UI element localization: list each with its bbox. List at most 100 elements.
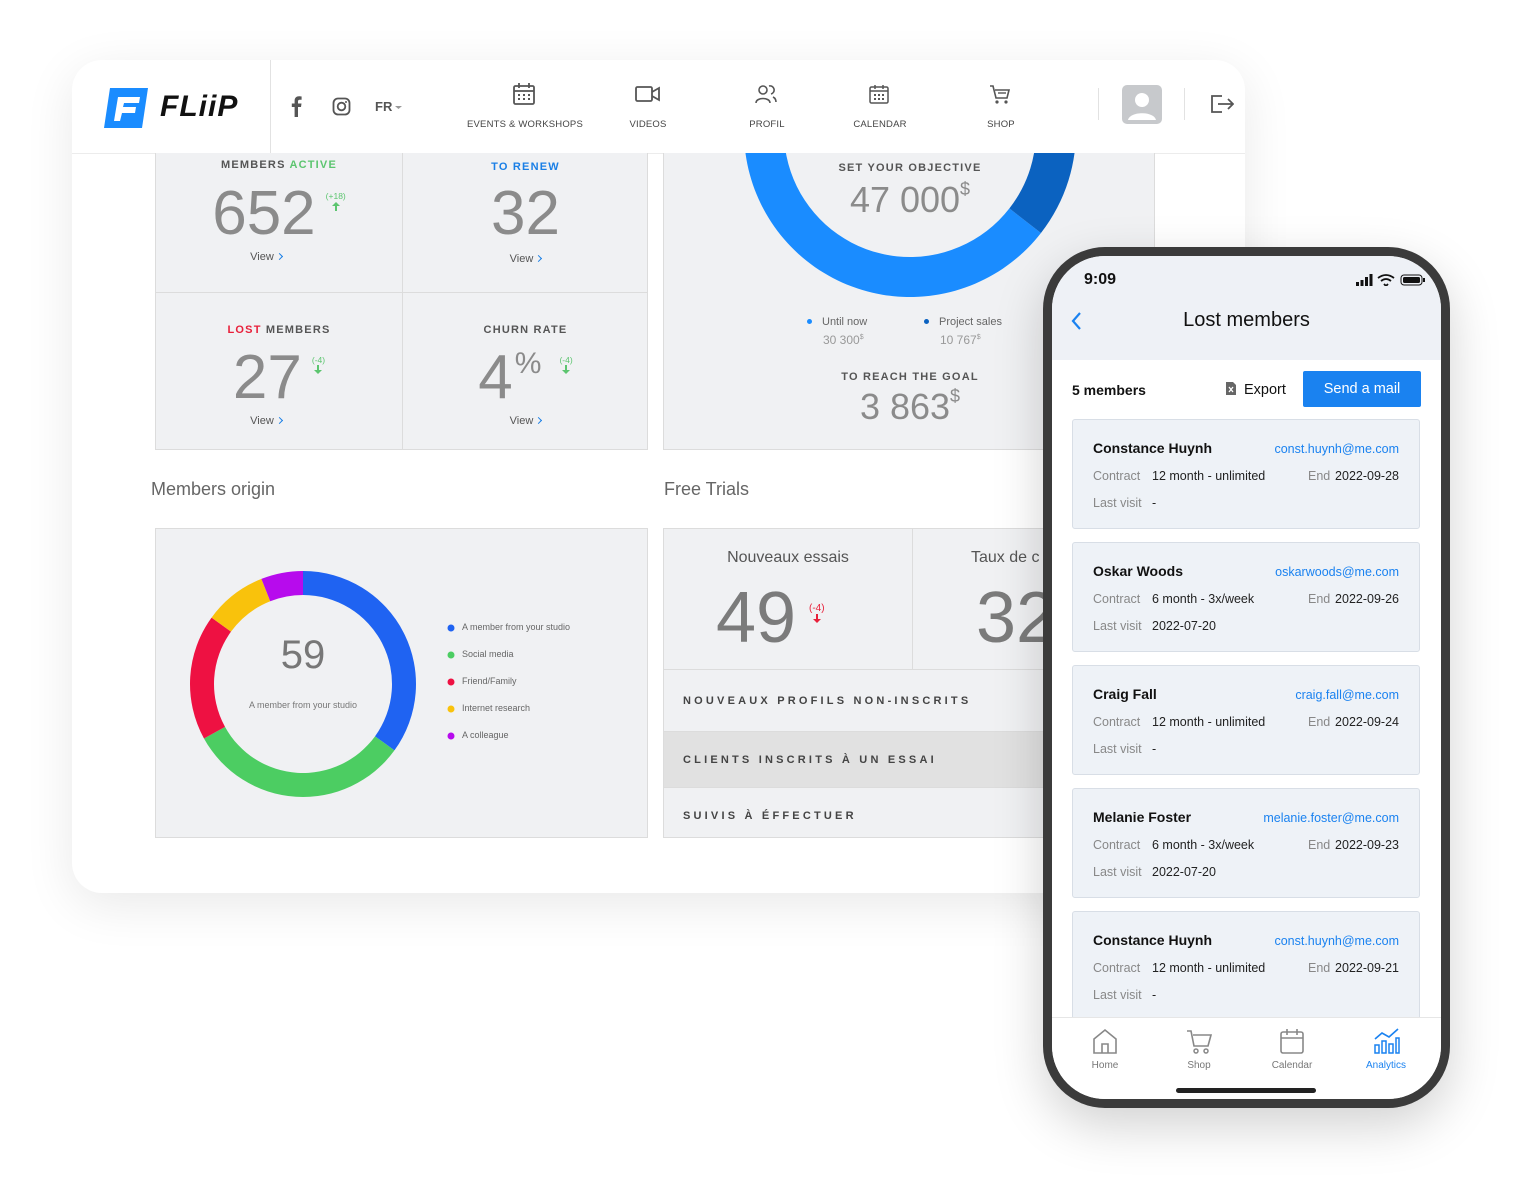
field-label: Contract: [1093, 592, 1141, 606]
field-value: 2022-09-26: [1335, 592, 1399, 606]
box-label: Nouveaux essais: [727, 549, 849, 566]
field-value: 12 month - unlimited: [1152, 469, 1266, 483]
tab-icon: [1093, 1028, 1117, 1054]
home-indicator: [1176, 1088, 1316, 1093]
unit: $: [859, 334, 864, 341]
field-label: Contract: [1093, 469, 1141, 483]
icon-part: [635, 86, 653, 102]
icon-part: [1400, 274, 1423, 286]
box-value: 49: [716, 578, 797, 658]
member-email[interactable]: const.huynh@me.com: [1274, 442, 1399, 456]
field-label: End: [1308, 715, 1331, 729]
member-name: Melanie Foster: [1093, 809, 1192, 825]
icon-part: [1423, 278, 1425, 282]
tab[interactable]: Shop: [1159, 1027, 1239, 1072]
icon-part: [1360, 280, 1364, 286]
trial-row[interactable]: NOUVEAUX PROFILS NON-INSCRITS: [664, 669, 1154, 731]
nav-label: PROFIL: [749, 119, 785, 130]
member-card[interactable]: Oskar Woods oskarwoods@me.com Contract 6 mo…: [1072, 542, 1420, 652]
member-card[interactable]: Melanie Foster melanie.foster@me.com Contr…: [1072, 788, 1420, 898]
field-value: 2022-09-24: [1335, 715, 1399, 729]
screen-title: Lost members: [1183, 309, 1310, 331]
stats-panel: MEMBERS ACTIVE 652 (+18) View TO RENEW 32…: [155, 153, 648, 450]
phone: 9:09 Lost members 5 members Export Send …: [1043, 247, 1450, 1108]
arrow-down: [812, 614, 821, 623]
tab[interactable]: Home: [1065, 1027, 1145, 1072]
icon-part: [291, 96, 302, 117]
tab[interactable]: Calendar: [1252, 1027, 1332, 1072]
icon-part: [651, 86, 660, 102]
icon-part: [331, 202, 340, 211]
tab[interactable]: Analytics: [1346, 1027, 1426, 1072]
member-email[interactable]: oskarwoods@me.com: [1275, 565, 1399, 579]
box-value: 32: [976, 578, 1057, 658]
instagram-icon[interactable]: [332, 97, 351, 116]
ring-segment: [1009, 153, 1075, 234]
nav-icon: [635, 86, 660, 102]
back-button[interactable]: [1070, 311, 1084, 331]
avatar[interactable]: [1122, 85, 1162, 124]
tab-bar: [1052, 1017, 1441, 1099]
field-value: 2022-09-23: [1335, 838, 1399, 852]
icon-part: [332, 97, 351, 116]
legend-name: Until now: [822, 316, 868, 328]
link-text: View: [510, 253, 542, 265]
send-mail-button[interactable]: Send a mail: [1303, 371, 1421, 407]
stat-change: (+18): [326, 191, 346, 213]
nav-item[interactable]: EVENTS & WORKSHOPS: [455, 82, 595, 132]
nav-item[interactable]: VIDEOS: [578, 82, 718, 132]
logo-text: FLiiP: [160, 90, 239, 123]
nav-item[interactable]: PROFIL: [697, 82, 837, 132]
view-link[interactable]: View: [402, 253, 647, 265]
member-email[interactable]: const.huynh@me.com: [1274, 934, 1399, 948]
legend-value: 10 767$: [940, 333, 981, 347]
label-part: LOST: [227, 324, 262, 336]
link-text: View: [250, 251, 282, 263]
icon-part: [869, 86, 889, 104]
legend-label: A colleague: [462, 730, 509, 740]
logout-icon[interactable]: [1210, 94, 1234, 114]
icon-part: [755, 85, 777, 104]
icon-part: [990, 85, 1011, 99]
member-card[interactable]: Craig Fall craig.fall@me.com Contract 12 mo…: [1072, 665, 1420, 775]
legend-label: Friend/Family: [462, 676, 517, 686]
stat-label: TO RENEW: [491, 161, 560, 173]
icon-part: [870, 85, 888, 92]
icon-part: [1004, 100, 1008, 104]
view-link[interactable]: View: [402, 415, 647, 427]
icon-part: [1228, 386, 1234, 393]
tab-icon: [1374, 1028, 1400, 1054]
icon-part: [1377, 274, 1395, 286]
facebook-icon[interactable]: [289, 95, 303, 117]
member-name: Constance Huynh: [1093, 932, 1213, 948]
trial-row[interactable]: SUIVIS À ÉFFECTUER: [664, 787, 1154, 837]
field-value: -: [1152, 988, 1157, 1002]
stat-value: 27: [232, 343, 302, 412]
view-link[interactable]: View: [156, 415, 376, 427]
stat-change: (-4): [312, 355, 325, 377]
export-button[interactable]: Export: [1225, 381, 1286, 398]
icon-part: [1281, 1029, 1303, 1039]
icon-part: [1211, 95, 1234, 113]
export-label: Export: [1244, 382, 1286, 398]
field-label: End: [1308, 469, 1331, 483]
field-label: Last visit: [1093, 619, 1142, 633]
language-select[interactable]: FR: [375, 99, 403, 114]
amount: 3 863: [859, 386, 951, 427]
change-text: (-4): [559, 355, 573, 365]
origin-caption: A member from your studio: [248, 700, 358, 710]
amount: 30 300: [823, 333, 860, 347]
divider: [1098, 88, 1099, 120]
member-card[interactable]: Constance Huynh const.huynh@me.com Contrac…: [1072, 911, 1420, 1021]
member-email[interactable]: craig.fall@me.com: [1295, 688, 1399, 702]
section-title: Members origin: [151, 479, 276, 499]
icon-part: [345, 101, 347, 103]
nav-item[interactable]: SHOP: [931, 82, 1071, 132]
icon-part: [1280, 1031, 1304, 1054]
nav-item[interactable]: CALENDAR: [810, 82, 950, 132]
member-email[interactable]: melanie.foster@me.com: [1263, 811, 1399, 825]
member-card[interactable]: Constance Huynh const.huynh@me.com Contrac…: [1072, 419, 1420, 529]
icon-part: [1403, 277, 1420, 283]
view-link[interactable]: View: [156, 251, 376, 263]
field-label: Last visit: [1093, 742, 1142, 756]
